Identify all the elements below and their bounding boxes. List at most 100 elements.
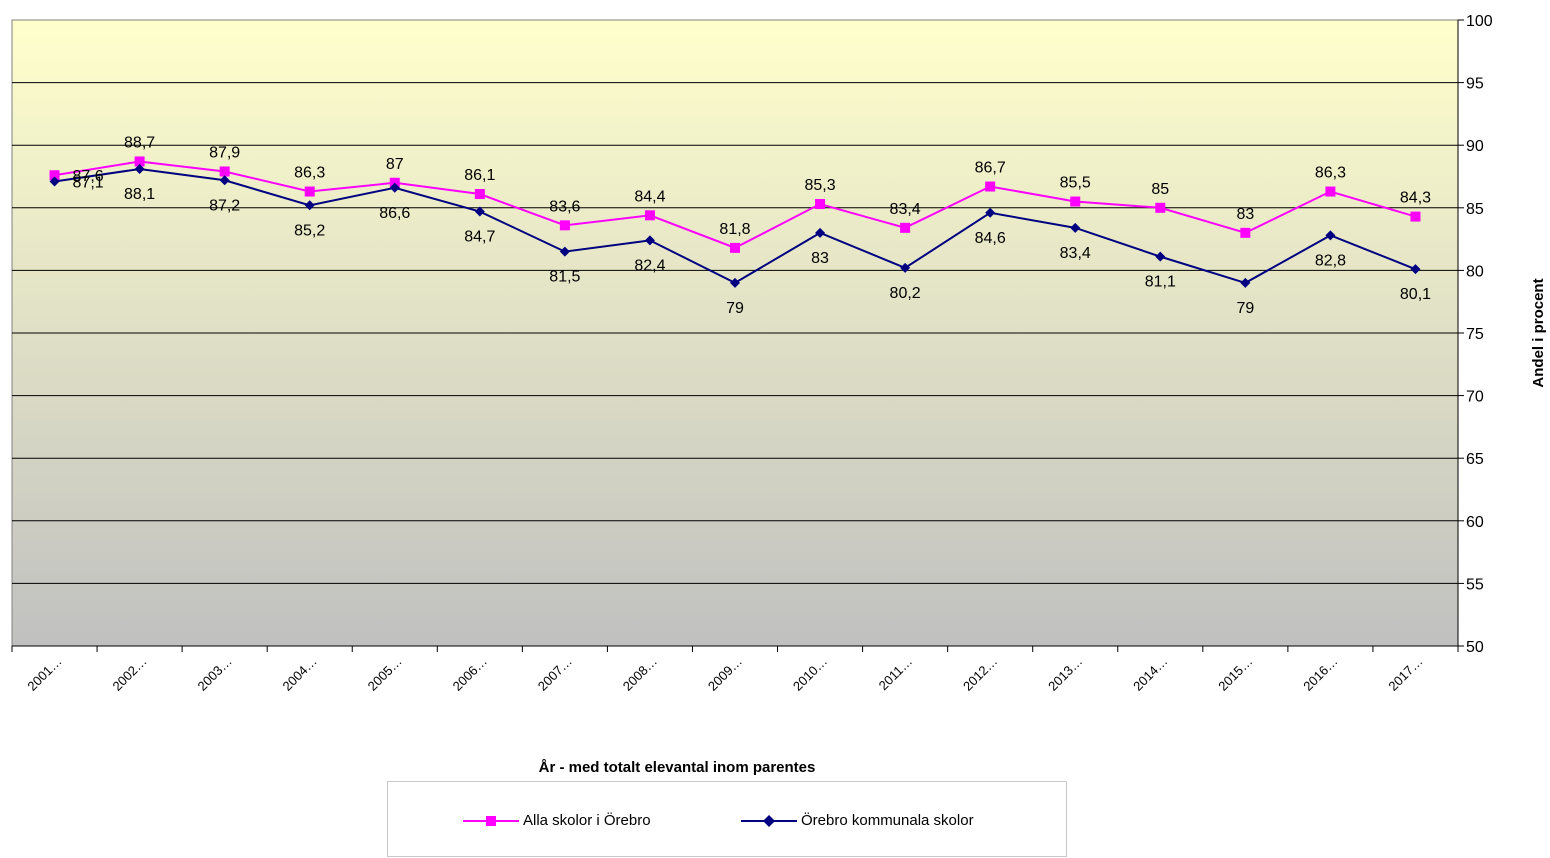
data-point <box>644 235 655 246</box>
data-label: 86,3 <box>1315 165 1346 182</box>
data-label: 88,7 <box>124 134 155 151</box>
data-point <box>1070 222 1081 233</box>
data-label: 83 <box>811 250 829 267</box>
data-label: 84,3 <box>1400 190 1431 207</box>
data-label: 85,3 <box>804 177 835 194</box>
data-labels-layer: 87,687,1 88,7 88,1 87,9 87,2 86,3 85,2 87 86,6 86… <box>73 134 1432 316</box>
x-tick-label: 2017… <box>1385 654 1425 694</box>
data-point <box>134 163 145 174</box>
x-tick-label: 2007… <box>535 654 575 694</box>
legend-item-alla-skolor: Alla skolor i Örebro <box>463 812 651 829</box>
data-point <box>559 246 570 257</box>
data-point <box>49 170 60 181</box>
data-point <box>1240 227 1251 238</box>
data-label: 85,5 <box>1060 175 1091 192</box>
data-point <box>730 242 740 253</box>
data-point <box>389 177 400 188</box>
data-label: 86,6 <box>379 205 410 222</box>
y-tick-label: 80 <box>1466 263 1484 280</box>
x-tick-label: 2004… <box>280 654 320 694</box>
x-tick-label: 2010… <box>790 654 830 694</box>
data-label: 87,6 <box>73 168 104 185</box>
data-point <box>1240 277 1251 288</box>
data-label: 83,4 <box>1060 245 1091 262</box>
data-label: 83,4 <box>890 201 921 218</box>
y-tick-label: 60 <box>1466 514 1484 531</box>
data-label: 79 <box>1236 300 1254 317</box>
legend-label: Örebro kommunala skolor <box>801 812 974 829</box>
data-point <box>304 200 315 211</box>
data-label: 79 <box>726 300 744 317</box>
x-tick-label: 2016… <box>1300 654 1340 694</box>
y-tick-label: 90 <box>1466 138 1484 155</box>
data-point <box>559 220 570 231</box>
data-label: 85 <box>1151 181 1169 198</box>
data-label: 87,9 <box>209 144 240 161</box>
y-tick-label: 70 <box>1466 389 1484 406</box>
data-label: 85,2 <box>294 222 325 239</box>
x-tick-label: 2009… <box>705 654 745 694</box>
y-tick-label: 75 <box>1466 326 1484 343</box>
data-point <box>1155 251 1166 262</box>
x-tick-label: 2003… <box>195 654 235 694</box>
x-tick-label: 2014… <box>1130 654 1170 694</box>
data-point <box>134 156 145 167</box>
x-tick-label: 2005… <box>365 654 405 694</box>
data-label: 81,1 <box>1145 274 1176 291</box>
data-label: 80,2 <box>890 285 921 302</box>
data-point <box>1325 230 1336 241</box>
data-point <box>304 186 315 197</box>
data-label: 86,3 <box>294 165 325 182</box>
series-layer <box>49 156 1421 288</box>
y-axis: 50 55 60 65 70 75 80 85 90 95 100 <box>1457 13 1493 656</box>
x-tick-label: 2002… <box>109 654 149 694</box>
data-label: 81,8 <box>719 221 750 238</box>
legend-swatch-square-icon <box>463 815 519 826</box>
data-label: 81,5 <box>549 269 580 286</box>
data-point <box>985 181 996 192</box>
data-point <box>644 210 655 221</box>
y-tick-label: 85 <box>1466 201 1484 218</box>
data-label: 86,7 <box>975 160 1006 177</box>
x-axis: 2001… 2002… 2003… 2004… 2005… 2006… 2007… 2008…… <box>11 645 1459 694</box>
data-point <box>474 206 485 217</box>
gridlines <box>12 82 1458 584</box>
y-tick-label: 50 <box>1466 639 1484 656</box>
data-point <box>1410 211 1421 222</box>
data-label: 86,1 <box>464 167 495 184</box>
data-label: 87,1 <box>73 175 104 192</box>
legend-swatch-diamond-icon <box>741 814 797 827</box>
data-point <box>730 277 740 288</box>
data-label: 82,8 <box>1315 252 1346 269</box>
data-label: 88,1 <box>124 186 155 203</box>
y-tick-label: 100 <box>1466 13 1493 30</box>
data-point <box>1325 186 1336 197</box>
legend-label: Alla skolor i Örebro <box>523 812 651 829</box>
data-point <box>985 207 996 218</box>
data-point <box>1410 264 1421 275</box>
x-tick-label: 2015… <box>1215 654 1255 694</box>
data-point <box>474 189 485 200</box>
data-label: 84,7 <box>464 229 495 246</box>
y-tick-label: 55 <box>1466 576 1484 593</box>
data-point <box>900 222 911 233</box>
x-tick-label: 2006… <box>450 654 490 694</box>
x-tick-label: 2001… <box>24 654 64 694</box>
x-tick-label: 2008… <box>620 654 660 694</box>
data-label: 82,4 <box>634 257 665 274</box>
y-axis-title: Andel i procent <box>1530 278 1547 387</box>
data-point <box>815 199 826 210</box>
y-tick-label: 65 <box>1466 451 1484 468</box>
data-label: 83,6 <box>549 198 580 215</box>
x-tick-label: 2012… <box>960 654 1000 694</box>
data-label: 80,1 <box>1400 286 1431 303</box>
data-label: 87,2 <box>209 197 240 214</box>
data-point <box>219 175 230 186</box>
data-label: 84,4 <box>634 188 665 205</box>
x-tick-label: 2013… <box>1045 654 1085 694</box>
data-label: 83 <box>1236 206 1254 223</box>
data-point <box>1155 202 1166 213</box>
data-point <box>49 176 60 187</box>
data-label: 84,6 <box>975 230 1006 247</box>
